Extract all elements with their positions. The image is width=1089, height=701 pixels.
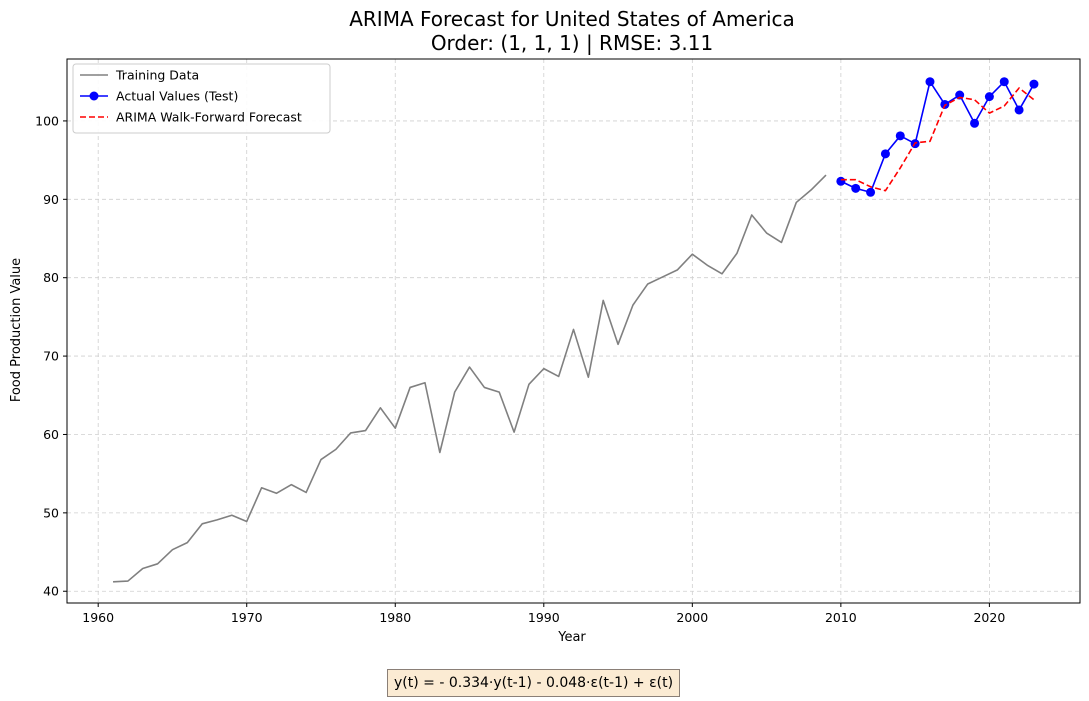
plot-frame <box>66 58 1081 604</box>
x-axis: 1960 1970 1980 1990 2000 2010 2020 <box>82 603 1005 625</box>
x-tick-label: 1980 <box>379 610 411 625</box>
data-point <box>866 187 876 197</box>
legend-box <box>72 63 331 134</box>
legend-label: Actual Values (Test) <box>116 89 238 104</box>
y-tick-label: 70 <box>43 349 59 364</box>
legend-label: ARIMA Walk-Forward Forecast <box>116 110 302 125</box>
chart-title: ARIMA Forecast for United States of Amer… <box>349 7 795 31</box>
equation-box: y(t) = - 0.334·y(t-1) - 0.048·ε(t-1) + ε… <box>387 669 681 697</box>
data-point <box>895 131 905 141</box>
series-line-1 <box>840 80 1035 194</box>
x-tick-label: 2000 <box>676 610 708 625</box>
x-axis-label: Year <box>557 630 586 645</box>
y-tick-label: 80 <box>43 270 59 285</box>
y-axis-label: Food Production Value <box>9 258 24 402</box>
data-point <box>880 149 890 159</box>
y-tick-label: 40 <box>43 584 59 599</box>
x-tick-label: 2010 <box>825 610 857 625</box>
x-tick-label: 1970 <box>231 610 263 625</box>
x-tick-label: 1960 <box>82 610 114 625</box>
y-tick-label: 90 <box>43 192 59 207</box>
x-tick-label: 2020 <box>973 610 1005 625</box>
legend: Training Data Actual Values (Test) ARIMA W… <box>72 63 331 134</box>
legend-marker <box>89 91 99 101</box>
series-layer <box>113 77 1039 583</box>
data-point <box>984 92 994 102</box>
data-point <box>836 176 846 186</box>
chart-subtitle: Order: (1, 1, 1) | RMSE: 3.11 <box>431 31 713 55</box>
data-point <box>1029 79 1039 89</box>
data-point <box>999 77 1009 87</box>
y-axis: 40 50 60 70 80 90 100 <box>35 113 67 599</box>
x-tick-label: 1990 <box>528 610 560 625</box>
data-point <box>1014 105 1024 115</box>
series-line-2 <box>840 87 1035 192</box>
y-tick-label: 60 <box>43 427 59 442</box>
data-point <box>970 118 980 128</box>
data-point <box>851 183 861 193</box>
legend-label: Training Data <box>115 68 199 83</box>
chart: ARIMA Forecast for United States of Amer… <box>9 7 1081 645</box>
y-tick-label: 50 <box>43 505 59 520</box>
data-point <box>925 77 935 87</box>
series-line-0 <box>113 174 827 583</box>
y-tick-label: 100 <box>35 113 59 128</box>
